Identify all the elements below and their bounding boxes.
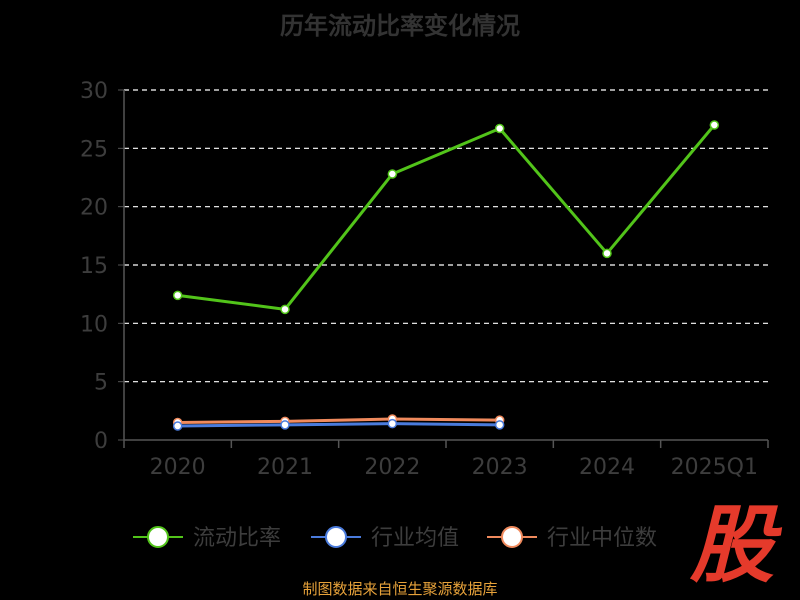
legend-marker [501, 526, 523, 548]
data-point [709, 120, 720, 130]
legend-item-0[interactable]: 流动比率 [133, 526, 281, 551]
series-line-0 [177, 124, 716, 311]
data-point [172, 421, 183, 431]
legend-item-1[interactable]: 行业均值 [311, 526, 459, 551]
axes: 0 5 10 15 20 25 30 2020 2021 2022 2023 2024 2025Q1 [80, 79, 769, 480]
legend-label: 流动比率 [193, 526, 281, 551]
x-tick-label: 2023 [472, 455, 528, 480]
data-point [172, 290, 183, 301]
y-tick-label: 20 [80, 196, 108, 221]
logo: 股 [690, 495, 775, 594]
data-point [387, 418, 398, 429]
data-point [602, 248, 612, 259]
legend-label: 行业均值 [371, 526, 459, 551]
y-tick-label: 30 [80, 79, 108, 104]
legend-marker [325, 526, 347, 548]
data-point [494, 123, 505, 134]
legend[interactable]: 流动比率 行业均值 行业中位数 [133, 526, 657, 551]
x-tick-label: 2022 [364, 455, 420, 480]
data-point [494, 420, 505, 430]
source-note: 制图数据来自恒生聚源数据库 [302, 580, 498, 598]
data-point [387, 169, 398, 179]
y-tick-label: 0 [94, 429, 108, 454]
x-tick-label: 2021 [257, 455, 313, 480]
y-tick-label: 5 [94, 371, 108, 396]
data-point [280, 304, 290, 315]
x-tick-label: 2020 [150, 455, 206, 480]
series-line-1 [177, 422, 500, 428]
x-tick-label: 2024 [579, 455, 635, 480]
series-line-2 [177, 417, 500, 424]
y-tick-label: 15 [80, 254, 108, 279]
grid-lines [124, 89, 768, 383]
y-tick-label: 25 [80, 137, 108, 162]
legend-item-2[interactable]: 行业中位数 [487, 526, 657, 551]
legend-label: 行业中位数 [547, 526, 657, 551]
series-lines [172, 120, 720, 431]
legend-marker [147, 526, 169, 548]
chart-title: 历年流动比率变化情况 [280, 12, 520, 40]
y-tick-label: 10 [80, 312, 108, 337]
x-tick-label: 2025Q1 [671, 455, 758, 480]
data-point [280, 420, 290, 430]
